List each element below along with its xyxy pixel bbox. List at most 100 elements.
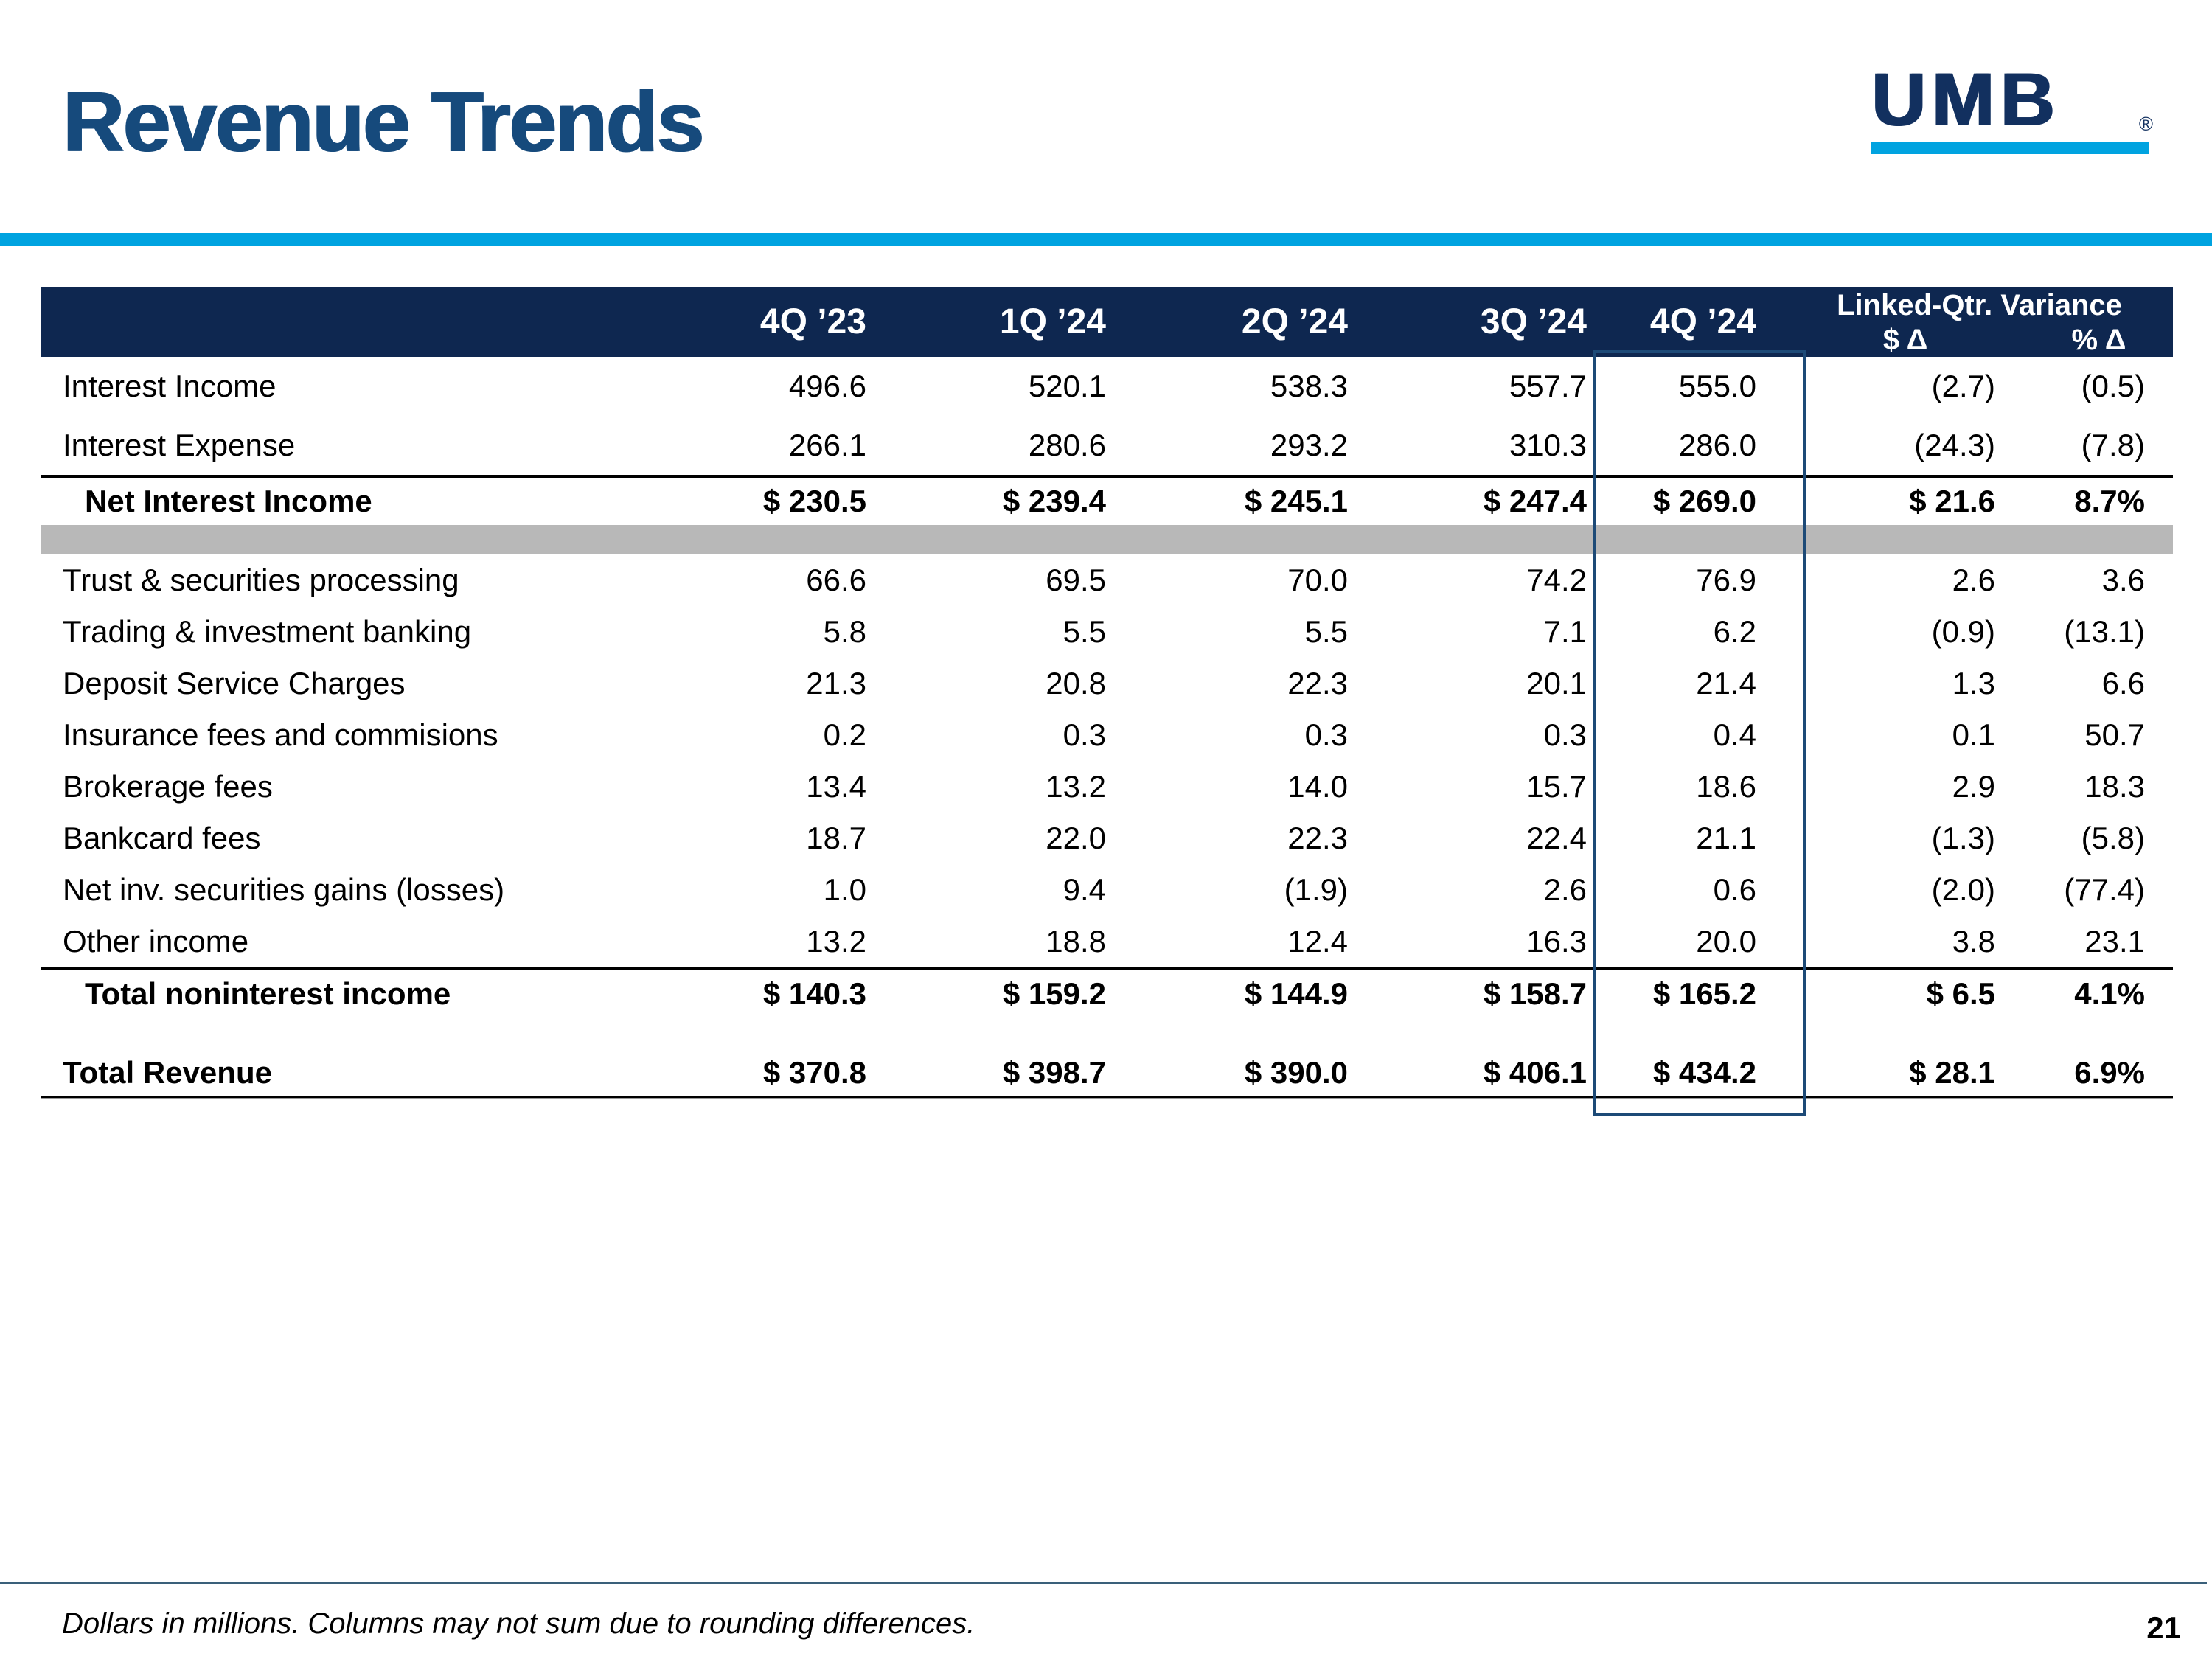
value-cell: 310.3 xyxy=(1509,428,1587,462)
header-4q24: 4Q ’24 xyxy=(1616,287,1786,357)
table-row: Total noninterest income $ 140.3 $ 159.2 $ … xyxy=(41,967,2174,1018)
value-cell: 18.7 xyxy=(806,821,866,855)
title-divider-bar xyxy=(0,233,2212,246)
value-cell: 15.7 xyxy=(1526,769,1587,804)
value-cell: 6.2 xyxy=(1713,614,1756,649)
header-4q23: 4Q ’23 xyxy=(554,287,896,357)
row-label: Deposit Service Charges xyxy=(63,666,406,700)
value-cell: $ 245.1 xyxy=(1135,475,1377,525)
value-cell: $ 398.7 xyxy=(896,1050,1135,1099)
value-cell: 70.0 xyxy=(1287,563,1348,597)
value-cell: 13.4 xyxy=(806,769,866,804)
value-cell: 22.3 xyxy=(1287,821,1348,855)
row-label: Other income xyxy=(63,924,249,959)
umb-logo-underline-bar xyxy=(1871,142,2149,154)
value-cell: $ 158.7 xyxy=(1377,967,1616,1018)
header-linked-qtr-variance: Linked-Qtr. Variance xyxy=(1786,287,2174,324)
value-cell: 293.2 xyxy=(1270,428,1348,462)
value-cell: 0.6 xyxy=(1713,872,1756,907)
value-cell: $ 21.6 xyxy=(1786,475,2025,525)
value-cell: 13.2 xyxy=(806,924,866,959)
value-cell: 1.3 xyxy=(1952,666,1995,700)
footer-divider-line xyxy=(0,1582,2207,1584)
value-cell: $ 370.8 xyxy=(554,1050,896,1099)
header-1q24: 1Q ’24 xyxy=(896,287,1135,357)
revenue-table-body: Interest Income 496.6 520.1 538.3 557.7 555.0… xyxy=(41,357,2174,1099)
gray-divider xyxy=(41,525,2174,554)
value-cell: $ 144.9 xyxy=(1135,967,1377,1018)
value-cell: 7.1 xyxy=(1543,614,1587,649)
value-cell: 0.1 xyxy=(1952,717,1995,752)
value-cell: 520.1 xyxy=(1028,369,1106,403)
value-cell: 266.1 xyxy=(788,428,866,462)
row-label: Insurance fees and commisions xyxy=(63,717,498,752)
table-bottom-thin-rule xyxy=(41,1098,2173,1099)
value-cell: 2.6 xyxy=(1543,872,1587,907)
spacer-row xyxy=(41,1018,2173,1050)
value-cell: $ 28.1 xyxy=(1786,1050,2025,1099)
row-label: Interest Income xyxy=(63,369,276,403)
row-label: Trading & investment banking xyxy=(63,614,472,649)
value-cell: 14.0 xyxy=(1287,769,1348,804)
row-label: Total noninterest income xyxy=(41,967,554,1018)
page-number: 21 xyxy=(2146,1610,2181,1645)
value-cell: $ 434.2 xyxy=(1616,1050,1786,1099)
value-cell: 0.2 xyxy=(823,717,866,752)
value-cell: (2.7) xyxy=(1931,369,1995,403)
value-cell: 20.8 xyxy=(1046,666,1106,700)
value-cell: 557.7 xyxy=(1509,369,1587,403)
value-cell: 8.7% xyxy=(2025,475,2174,525)
value-cell: 2.6 xyxy=(1952,563,1995,597)
value-cell: 21.4 xyxy=(1696,666,1756,700)
value-cell: 1.0 xyxy=(823,872,866,907)
umb-logo-text: UMB ® xyxy=(1871,58,2159,142)
page-title: Revenue Trends xyxy=(62,74,703,170)
value-cell: $ 239.4 xyxy=(896,475,1135,525)
table-row: Interest Income 496.6 520.1 538.3 557.7 555.0… xyxy=(41,357,2173,416)
value-cell: 22.0 xyxy=(1046,821,1106,855)
value-cell: (2.0) xyxy=(1931,872,1995,907)
row-label: Net Interest Income xyxy=(41,475,554,525)
value-cell: $ 247.4 xyxy=(1377,475,1616,525)
value-cell: $ 390.0 xyxy=(1135,1050,1377,1099)
value-cell: 20.1 xyxy=(1526,666,1587,700)
value-cell: 50.7 xyxy=(2084,717,2146,752)
value-cell: (7.8) xyxy=(2081,428,2146,462)
value-cell: 21.1 xyxy=(1696,821,1756,855)
value-cell: (1.3) xyxy=(1931,821,1995,855)
value-cell: 0.3 xyxy=(1543,717,1587,752)
value-cell: 3.8 xyxy=(1952,924,1995,959)
value-cell: $ 159.2 xyxy=(896,967,1135,1018)
gray-divider-row xyxy=(41,525,2174,554)
value-cell: 66.6 xyxy=(806,563,866,597)
value-cell: (0.5) xyxy=(2081,369,2146,403)
revenue-table-container: 4Q ’23 1Q ’24 2Q ’24 3Q ’24 4Q ’24 Linke… xyxy=(41,287,2174,1099)
value-cell: (77.4) xyxy=(2064,872,2146,907)
spacer-cell xyxy=(41,1018,2173,1050)
value-cell: 3.6 xyxy=(2101,563,2146,597)
value-cell: 5.8 xyxy=(823,614,866,649)
value-cell: 16.3 xyxy=(1526,924,1587,959)
value-cell: 20.0 xyxy=(1696,924,1756,959)
value-cell: 555.0 xyxy=(1678,369,1756,403)
value-cell: (1.9) xyxy=(1284,872,1348,907)
value-cell: 2.9 xyxy=(1952,769,1995,804)
value-cell: (5.8) xyxy=(2081,821,2146,855)
table-row: Other income 13.2 18.8 12.4 16.3 20.0 3.8 23.1 xyxy=(41,916,2173,969)
value-cell: 76.9 xyxy=(1696,563,1756,597)
table-row: Trading & investment banking 5.8 5.5 5.5 7.1… xyxy=(41,606,2173,658)
value-cell: 21.3 xyxy=(806,666,866,700)
value-cell: $ 140.3 xyxy=(554,967,896,1018)
value-cell: 5.5 xyxy=(1062,614,1106,649)
header-2q24: 2Q ’24 xyxy=(1135,287,1377,357)
value-cell: 22.3 xyxy=(1287,666,1348,700)
value-cell: 0.3 xyxy=(1062,717,1106,752)
value-cell: 0.3 xyxy=(1304,717,1348,752)
revenue-table: 4Q ’23 1Q ’24 2Q ’24 3Q ’24 4Q ’24 Linke… xyxy=(41,287,2174,1099)
row-label: Bankcard fees xyxy=(63,821,261,855)
value-cell: (13.1) xyxy=(2064,614,2146,649)
value-cell: 538.3 xyxy=(1270,369,1348,403)
value-cell: $ 230.5 xyxy=(554,475,896,525)
value-cell: 18.6 xyxy=(1696,769,1756,804)
